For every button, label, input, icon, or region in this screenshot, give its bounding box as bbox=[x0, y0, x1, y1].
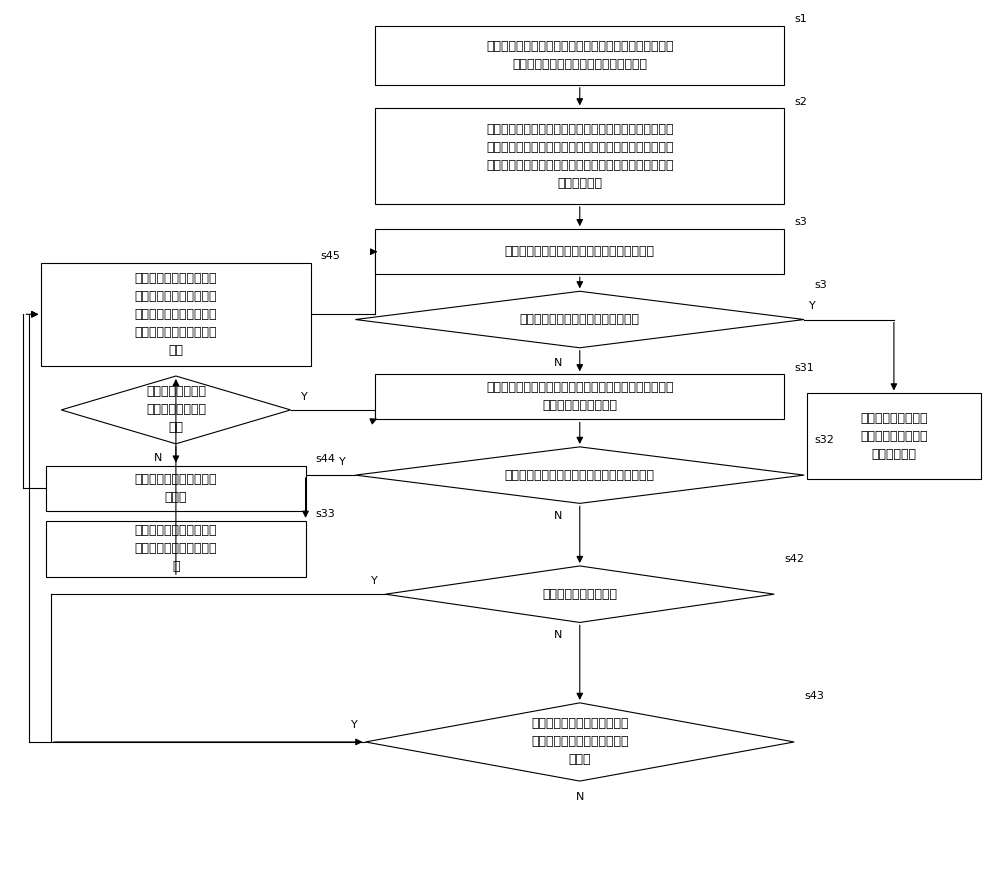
Text: 将检测页地址的下一个页
地址更新为当前检测页地
址: 将检测页地址的下一个页 地址更新为当前检测页地 址 bbox=[135, 524, 217, 574]
Text: N: N bbox=[576, 792, 584, 801]
Text: N: N bbox=[554, 358, 562, 368]
Text: s1: s1 bbox=[794, 14, 807, 24]
FancyBboxPatch shape bbox=[375, 108, 784, 204]
Text: s43: s43 bbox=[804, 691, 824, 701]
Text: s45: s45 bbox=[320, 251, 340, 262]
FancyBboxPatch shape bbox=[375, 374, 784, 419]
Text: Y: Y bbox=[351, 719, 357, 730]
Text: N: N bbox=[154, 453, 162, 463]
FancyBboxPatch shape bbox=[375, 26, 784, 85]
Text: 判断读取结果是否为空: 判断读取结果是否为空 bbox=[542, 588, 617, 601]
Text: Y: Y bbox=[371, 576, 377, 586]
Text: s33: s33 bbox=[316, 509, 335, 519]
Text: N: N bbox=[554, 510, 562, 521]
Text: 依据中间页地址更新终止
页地址: 依据中间页地址更新终止 页地址 bbox=[135, 473, 217, 504]
Polygon shape bbox=[385, 566, 774, 623]
FancyBboxPatch shape bbox=[41, 263, 311, 365]
Text: 将中间页地址作为当前检测页地址，读取中间页地址对应
的存储页内的配置信息: 将中间页地址作为当前检测页地址，读取中间页地址对应 的存储页内的配置信息 bbox=[486, 381, 674, 412]
Polygon shape bbox=[355, 291, 804, 348]
Text: Y: Y bbox=[339, 457, 345, 467]
FancyBboxPatch shape bbox=[807, 393, 981, 479]
Text: 判断读取的配置信息中的版本
号是否小于最新配置信息中的
版本号: 判断读取的配置信息中的版本 号是否小于最新配置信息中的 版本号 bbox=[531, 718, 629, 766]
Text: 依据中间页地址更新起始
页地址，并将更新后的起
始页地址对应的存储页内
的配置信息作为最新配置
信息: 依据中间页地址更新起始 页地址，并将更新后的起 始页地址对应的存储页内 的配置信… bbox=[135, 272, 217, 357]
Text: 将起始页地址对应的
存储页内的配置信息
作为检索结果: 将起始页地址对应的 存储页内的配置信息 作为检索结果 bbox=[860, 412, 928, 460]
Text: 依据起始页地址和终止页地址计算中间页地址: 依据起始页地址和终止页地址计算中间页地址 bbox=[505, 245, 655, 258]
Text: Y: Y bbox=[301, 392, 307, 402]
Text: s3: s3 bbox=[794, 217, 807, 228]
Text: s3: s3 bbox=[814, 280, 827, 290]
Polygon shape bbox=[61, 376, 291, 444]
FancyBboxPatch shape bbox=[46, 521, 306, 577]
Text: s42: s42 bbox=[784, 555, 804, 564]
Text: s31: s31 bbox=[794, 363, 814, 372]
Polygon shape bbox=[365, 703, 794, 781]
FancyBboxPatch shape bbox=[46, 466, 306, 511]
Text: 将存放配置信息的地址空间以存储页地址作为基准单位进
行统计排序，得到多个顺序排序的页地址: 将存放配置信息的地址空间以存储页地址作为基准单位进 行统计排序，得到多个顺序排序… bbox=[486, 40, 674, 71]
Text: 判断起始页地址是否等于终止页地址: 判断起始页地址是否等于终止页地址 bbox=[520, 313, 640, 326]
Polygon shape bbox=[355, 446, 804, 503]
Text: 判断当前检测页地址对应的存储页是否为坏页: 判断当前检测页地址对应的存储页是否为坏页 bbox=[505, 468, 655, 481]
Text: 判断当前检测页地
址是否小于终止页
地址: 判断当前检测页地 址是否小于终止页 地址 bbox=[146, 385, 206, 434]
FancyBboxPatch shape bbox=[375, 229, 784, 275]
Text: s2: s2 bbox=[794, 97, 807, 106]
Text: s44: s44 bbox=[316, 453, 336, 464]
Text: s32: s32 bbox=[814, 435, 834, 445]
Text: Y: Y bbox=[809, 302, 816, 311]
Text: 从当前起始页地址开始依次检索各个页地址对应的存储页
内的配置信息，检索到有效配置信息后，将有效配置信息
对应的页地址更新为起始页地址，并将有效配置信息作为
最新: 从当前起始页地址开始依次检索各个页地址对应的存储页 内的配置信息，检索到有效配置… bbox=[486, 123, 674, 189]
Text: N: N bbox=[554, 630, 562, 640]
